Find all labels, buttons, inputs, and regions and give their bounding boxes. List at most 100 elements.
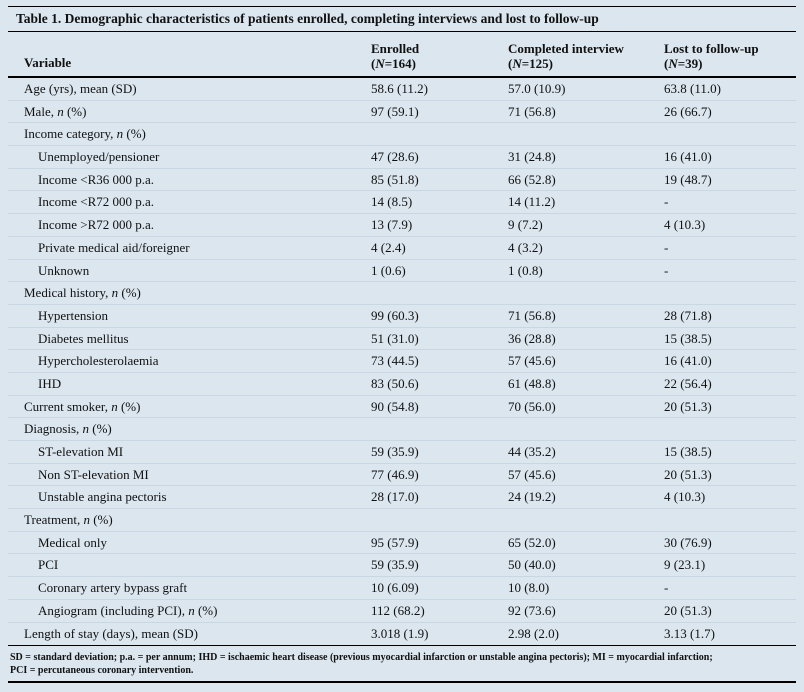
top-rule [8,6,796,7]
table-row: Non ST-elevation MI 77 (46.9) 57 (45.6) 20 … [8,464,796,487]
row-value: 4 (3.2) [508,239,543,255]
table-body: Age (yrs), mean (SD) 58.6 (11.2) 57.0 (10.… [0,78,804,645]
row-value: 14 (11.2) [508,194,556,210]
row-value: - [664,239,669,255]
table-row: Coronary artery bypass graft 10 (6.09) 10 … [8,577,796,600]
row-value [508,418,664,440]
row-value: 30 (76.9) [664,534,712,550]
column-header-completed-interview: Completed interview (N=125) [508,41,664,71]
row-value: 97 (59.1) [371,103,419,119]
row-value: - [664,194,669,210]
row-label: Income <R72 000 p.a. [38,194,155,210]
row-value: 3.018 (1.9) [371,625,429,641]
row-label: Coronary artery bypass graft [38,580,188,596]
row-value: 4 (2.4) [371,239,406,255]
row-label: Treatment, n (%) [24,512,113,528]
table-row: Treatment, n (%) [8,509,796,532]
table-row: Medical history, n (%) [8,282,796,305]
row-value: 24 (19.2) [508,489,556,505]
row-label: Income >R72 000 p.a. [38,217,155,233]
bottom-rule [8,681,796,684]
row-value [371,509,508,531]
table-row: IHD 83 (50.6) 61 (48.8) 22 (56.4) [8,373,796,396]
row-label: ST-elevation MI [38,444,124,459]
row-value: 14 (8.5) [371,194,413,210]
table-row: Hypertension 99 (60.3) 71 (56.8) 28 (71.8) [8,305,796,328]
table-row: Angiogram (including PCI), n (%) 112 (68.… [8,600,796,623]
row-value: 1 (0.8) [508,262,543,278]
row-label: Diabetes mellitus [38,330,129,346]
row-value: 9 (23.1) [664,557,706,573]
row-value: - [664,580,669,596]
row-label: Non ST-elevation MI [38,466,149,482]
table-row: Medical only 95 (57.9) 65 (52.0) 30 (76.9) [8,532,796,555]
row-label: Age (yrs), mean (SD) [24,81,137,96]
row-value [508,282,664,304]
row-value: 1 (0.6) [371,262,406,278]
row-label: Unstable angina pectoris [38,489,167,505]
row-label: Angiogram (including PCI), n (%) [38,602,218,618]
row-label: Medical only [38,534,107,550]
header-rule [8,76,796,78]
row-value: 9 (7.2) [508,217,543,233]
row-value: 3.13 (1.7) [664,625,715,641]
table-row: PCI 59 (35.9) 50 (40.0) 9 (23.1) [8,554,796,578]
table-row: Unstable angina pectoris 28 (17.0) 24 (19.… [8,486,796,510]
row-label: Private medical aid/foreigner [38,239,190,255]
row-value: 15 (38.5) [664,444,712,459]
row-label: Current smoker, n (%) [24,398,141,414]
row-label: PCI [38,557,59,573]
row-value [371,282,508,304]
column-header-lost-n: (N=39) [664,56,703,71]
column-header-enrolled-n: (N=164) [371,56,416,71]
row-value: 28 (71.8) [664,307,712,323]
row-label: Diagnosis, n (%) [24,421,112,437]
column-header-variable: Variable [24,55,72,70]
row-value: 57.0 (10.9) [508,81,566,96]
bottom-margin [0,683,804,687]
row-value: 44 (35.2) [508,444,556,459]
row-label: Income category, n (%) [24,126,146,142]
table-row: Income <R36 000 p.a. 85 (51.8) 66 (52.8) 19… [8,169,796,192]
row-value: 28 (17.0) [371,489,419,505]
table-row: Income <R72 000 p.a. 14 (8.5) 14 (11.2) - [8,191,796,215]
row-value: 77 (46.9) [371,466,419,482]
row-value: 2.98 (2.0) [508,625,559,641]
footnote-rule [8,645,796,647]
row-value: 10 (6.09) [371,580,419,596]
row-value [664,418,796,440]
row-value [371,418,508,440]
row-label: Medical history, n (%) [24,285,141,301]
column-header-enrolled-label: Enrolled [371,41,420,56]
row-value [371,123,508,145]
row-label: Unknown [38,262,90,278]
row-value: 59 (35.9) [371,444,419,459]
row-value [508,123,664,145]
row-value: 66 (52.8) [508,171,556,187]
table-row: Diabetes mellitus 51 (31.0) 36 (28.8) 15 (3… [8,328,796,351]
table-row: Income >R72 000 p.a. 13 (7.9) 9 (7.2) 4 (10… [8,214,796,237]
row-value: 36 (28.8) [508,330,556,346]
row-label: Unemployed/pensioner [38,149,160,165]
row-value: 70 (56.0) [508,398,556,414]
table-row: Diagnosis, n (%) [8,418,796,441]
table-header-row: Variable Enrolled (N=164) Completed inte… [8,32,796,76]
row-label: Income <R36 000 p.a. [38,171,155,187]
row-label: Hypercholesterolaemia [38,353,159,369]
row-value: 85 (51.8) [371,171,419,187]
row-value: 59 (35.9) [371,557,419,573]
row-value: 4 (10.3) [664,489,706,505]
table-row: Unknown 1 (0.6) 1 (0.8) - [8,260,796,283]
row-value: 61 (48.8) [508,375,556,391]
row-value: 92 (73.6) [508,602,556,618]
row-value: 65 (52.0) [508,534,556,550]
table-row: Current smoker, n (%) 90 (54.8) 70 (56.0) 2… [8,396,796,419]
row-value [664,509,796,531]
row-label: IHD [38,375,62,391]
row-value: 20 (51.3) [664,398,712,414]
column-header-lost-label: Lost to follow-up [664,41,759,56]
row-value: 112 (68.2) [371,602,425,618]
row-value: 83 (50.6) [371,375,419,391]
row-value: 50 (40.0) [508,557,556,573]
